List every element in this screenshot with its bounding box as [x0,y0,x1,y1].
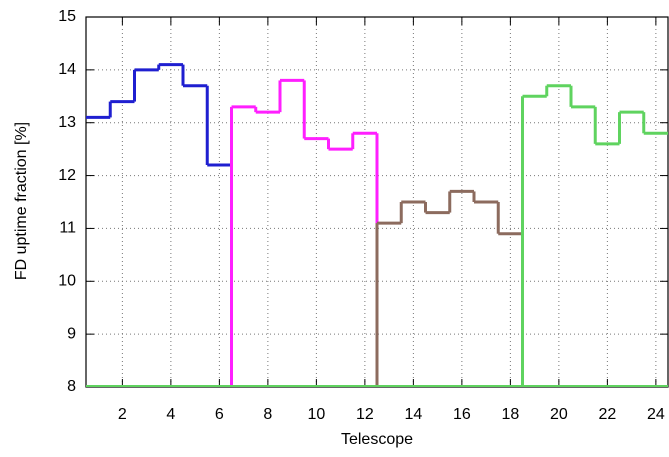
x-tick-label: 6 [215,406,224,423]
x-tick-label: 12 [356,406,374,423]
x-tick-label: 24 [647,406,665,423]
y-tick-label: 12 [58,167,76,184]
y-tick-label: 14 [58,61,76,78]
x-tick-label: 2 [118,406,127,423]
x-tick-label: 8 [263,406,272,423]
x-tick-label: 20 [550,406,568,423]
x-tick-label: 10 [307,406,325,423]
x-tick-label: 16 [453,406,471,423]
y-tick-label: 10 [58,273,76,290]
x-tick-label: 22 [598,406,616,423]
y-tick-label: 15 [58,8,76,25]
y-tick-label: 11 [59,220,76,237]
y-tick-label: 9 [67,325,76,342]
y-axis-label: FD uptime fraction [%] [13,122,30,280]
x-tick-label: 18 [501,406,519,423]
x-tick-label: 14 [404,406,422,423]
y-tick-label: 8 [67,378,76,395]
y-tick-label: 13 [58,114,76,131]
x-axis-label: Telescope [341,431,413,448]
x-tick-label: 4 [166,406,175,423]
